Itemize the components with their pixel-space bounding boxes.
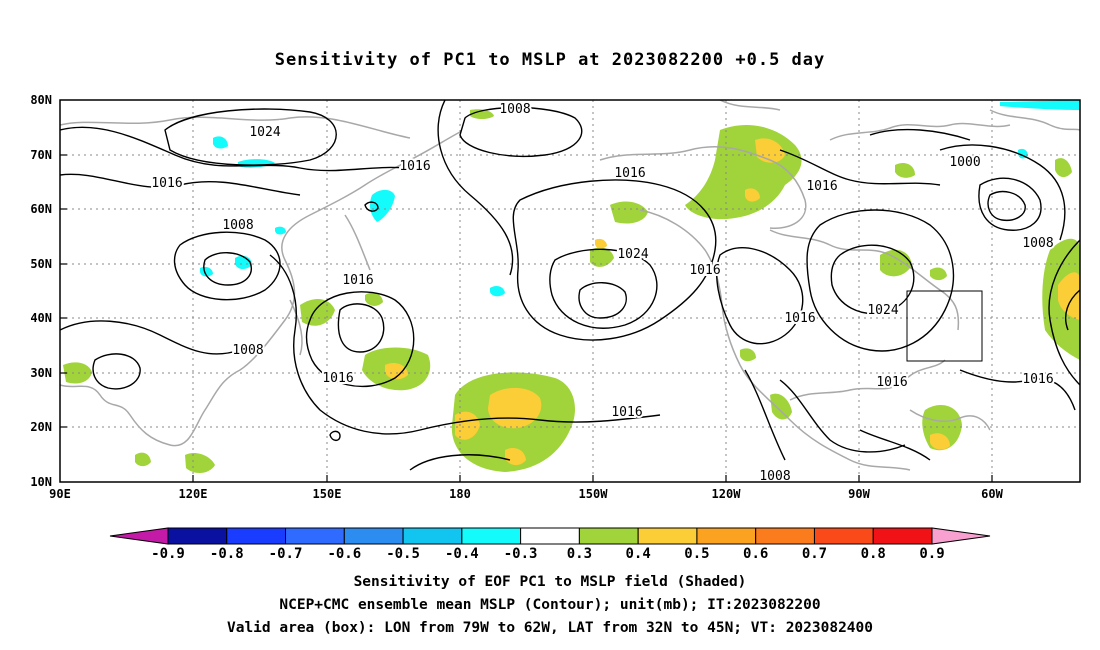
contour-label: 1016 xyxy=(151,176,182,191)
lat-label: 30N xyxy=(30,366,52,380)
contour-label: 1008 xyxy=(1022,236,1053,251)
lat-label: 60N xyxy=(30,202,52,216)
caption-shading: Sensitivity of EOF PC1 to MSLP field (Sh… xyxy=(353,574,747,590)
colorbar-label: -0.5 xyxy=(386,546,420,560)
colorbar-box xyxy=(226,527,287,545)
valid-area-box xyxy=(906,290,983,362)
contour-label: 1016 xyxy=(399,159,430,174)
colorbar-high-arrow xyxy=(931,527,991,545)
lat-label: 70N xyxy=(30,148,52,162)
colorbar-labels: -0.9 -0.8 -0.7 -0.6 -0.5 -0.4 -0.3 0.3 0.4 0.5 0.6… xyxy=(151,546,945,560)
plot-title: Sensitivity of PC1 to MSLP at 2023082200… xyxy=(274,50,826,70)
lat-label: 10N xyxy=(30,475,52,489)
colorbar-box xyxy=(402,527,463,545)
map-frame xyxy=(59,99,1081,483)
colorbar-box xyxy=(461,527,522,545)
colorbar-label: 0.8 xyxy=(861,546,886,560)
contour-label: 1016 xyxy=(614,166,645,181)
colorbar-label: 0.6 xyxy=(743,546,768,560)
longitude-labels: 90E 120E 150E 180 150W 120W 90W 60W xyxy=(49,487,1003,501)
map-figure: 1008 1024 1016 1016 1016 1016 1000 1008 … xyxy=(30,93,1081,560)
contour-label: 1016 xyxy=(784,311,815,326)
contour-label: 1016 xyxy=(876,375,907,390)
colorbar-box xyxy=(813,527,874,545)
colorbar-box xyxy=(637,527,698,545)
axis-ticks xyxy=(60,154,993,482)
lat-label: 50N xyxy=(30,257,52,271)
lon-label: 120E xyxy=(179,487,208,501)
latitude-labels: 80N 70N 60N 50N 40N 30N 20N 10N xyxy=(30,93,52,489)
colorbar-label: 0.3 xyxy=(567,546,592,560)
contour-label: 1016 xyxy=(611,405,642,420)
colorbar-label: -0.3 xyxy=(504,546,538,560)
colorbar-box xyxy=(285,527,345,545)
colorbar-box xyxy=(167,527,228,545)
contour-label: 1024 xyxy=(249,125,280,140)
lon-label: 60W xyxy=(981,487,1003,501)
colorbar-box xyxy=(696,527,757,545)
contour-label: 1008 xyxy=(499,102,530,117)
contour-label: 1024 xyxy=(617,247,648,262)
mslp-contours xyxy=(60,100,1080,471)
colorbar-low-arrow xyxy=(109,527,169,545)
lon-label: 90W xyxy=(848,487,870,501)
colorbar-box xyxy=(578,527,639,545)
colorbar-label: -0.9 xyxy=(151,546,185,560)
colorbar-label: 0.9 xyxy=(919,546,944,560)
colorbar-label: -0.8 xyxy=(210,546,244,560)
colorbar-box xyxy=(872,527,933,545)
colorbar-box xyxy=(520,527,580,545)
lat-label: 40N xyxy=(30,311,52,325)
lat-label: 20N xyxy=(30,420,52,434)
colorbar-label: 0.7 xyxy=(802,546,827,560)
colorbar: -0.9 -0.8 -0.7 -0.6 -0.5 -0.4 -0.3 0.3 0.4 0.5 0.6… xyxy=(109,527,991,560)
colorbar-label: 0.4 xyxy=(626,546,651,560)
colorbar-boxes xyxy=(167,527,933,545)
colorbar-label: -0.6 xyxy=(327,546,361,560)
contour-labels: 1008 1024 1016 1016 1016 1016 1000 1008 … xyxy=(149,100,1055,486)
contour-label: 1016 xyxy=(342,273,373,288)
sensitivity-shading xyxy=(63,100,1080,474)
contour-label: 1000 xyxy=(949,155,980,170)
caption-valid-area: Valid area (box): LON from 79W to 62W, L… xyxy=(226,620,873,636)
contour-label: 1016 xyxy=(1022,372,1053,387)
colorbar-label: -0.4 xyxy=(445,546,479,560)
contour-label: 1016 xyxy=(322,371,353,386)
lon-label: 90E xyxy=(49,487,71,501)
colorbar-box xyxy=(755,527,815,545)
colorbar-label: -0.7 xyxy=(269,546,303,560)
contour-label: 1016 xyxy=(806,179,837,194)
colorbar-label: 0.5 xyxy=(684,546,709,560)
lon-label: 150E xyxy=(313,487,342,501)
colorbar-box xyxy=(343,527,404,545)
caption-contour: NCEP+CMC ensemble mean MSLP (Contour); u… xyxy=(279,597,821,613)
lon-label: 180 xyxy=(449,487,471,501)
contour-label: 1008 xyxy=(222,218,253,233)
lat-label: 80N xyxy=(30,93,52,107)
lon-label: 150W xyxy=(579,487,609,501)
lon-label: 120W xyxy=(712,487,742,501)
contour-label: 1008 xyxy=(232,343,263,358)
contour-label: 1016 xyxy=(689,263,720,278)
contour-label: 1024 xyxy=(867,303,898,318)
coastlines xyxy=(60,100,1080,471)
